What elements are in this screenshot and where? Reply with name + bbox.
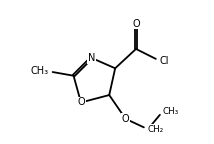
Text: O: O bbox=[77, 97, 85, 107]
Text: N: N bbox=[88, 53, 95, 63]
Text: CH₃: CH₃ bbox=[163, 107, 179, 116]
Text: O: O bbox=[122, 114, 129, 124]
Text: CH₃: CH₃ bbox=[30, 66, 48, 76]
Text: Cl: Cl bbox=[160, 56, 169, 66]
Text: O: O bbox=[132, 19, 140, 29]
Text: CH₂: CH₂ bbox=[148, 125, 164, 134]
